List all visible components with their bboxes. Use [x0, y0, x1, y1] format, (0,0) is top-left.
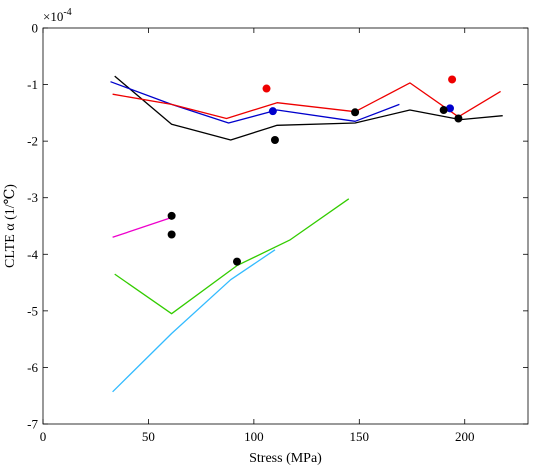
data-point-2-2	[439, 106, 448, 115]
plot-box	[42, 27, 529, 425]
y-tick-label-6: -6	[27, 360, 38, 375]
ticks-layer: 0 50 100 150 200 0 -1 -2 -3 -4 -5 -6 -7	[27, 21, 528, 444]
data-point-2-5	[167, 230, 176, 239]
y-exponent-power: -4	[63, 7, 71, 18]
series-line-4	[114, 198, 350, 315]
x-tick-label-4: 200	[455, 429, 475, 444]
data-point-2-0	[270, 136, 279, 145]
data-point-2-6	[233, 257, 241, 266]
y-exponent-base: ×10	[43, 9, 63, 24]
series-line-5	[112, 249, 276, 393]
data-point-0-0	[262, 84, 271, 93]
x-tick-label-2: 100	[244, 429, 264, 444]
y-tick-label-0: 0	[32, 21, 39, 36]
y-tick-label-5: -5	[27, 303, 38, 318]
series-line-1	[110, 81, 400, 124]
x-axis-label: Stress (MPa)	[249, 451, 322, 466]
series-line-3	[112, 216, 172, 238]
data-point-1-0	[268, 107, 277, 116]
axes-frame	[42, 27, 529, 425]
y-axis-label: CLTE α (1/℃)	[3, 184, 18, 268]
y-tick-label-1: -1	[27, 77, 38, 92]
x-tick-label-1: 50	[142, 429, 155, 444]
x-tick-label-0: 0	[40, 429, 47, 444]
data-point-2-3	[454, 114, 463, 123]
y-tick-label-7: -7	[27, 417, 38, 432]
series-line-0	[114, 75, 503, 141]
data-point-2-1	[351, 108, 360, 117]
points-layer	[167, 75, 463, 266]
y-tick-label-2: -2	[27, 134, 38, 149]
data-point-1-1	[445, 104, 454, 113]
data-point-2-4	[167, 211, 176, 220]
y-tick-label-4: -4	[27, 247, 38, 262]
y-exponent-label: ×10-4	[43, 7, 72, 24]
x-tick-label-3: 150	[350, 429, 370, 444]
data-point-0-1	[448, 75, 457, 84]
y-tick-label-3: -3	[27, 190, 38, 205]
